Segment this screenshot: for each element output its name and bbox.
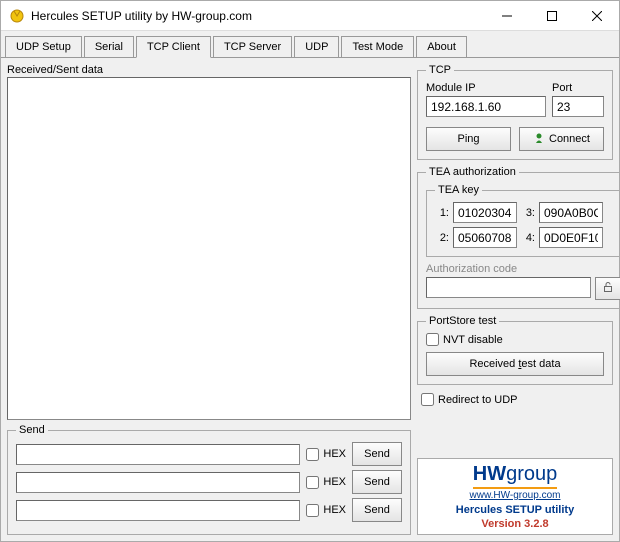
logo-bold: HW <box>473 463 506 485</box>
port-label: Port <box>552 82 604 94</box>
tcp-legend: TCP <box>426 64 454 76</box>
redirect-udp-label: Redirect to UDP <box>438 394 517 406</box>
tea-key-legend: TEA key <box>435 184 482 196</box>
send-hex-checkbox-1[interactable] <box>306 448 319 461</box>
tea-k3-label: 3: <box>521 207 535 219</box>
titlebar: Hercules SETUP utility by HW-group.com <box>1 1 619 31</box>
tea-k3-input[interactable] <box>539 202 603 223</box>
redirect-udp-checkbox[interactable] <box>421 393 434 406</box>
tab-strip: UDP SetupSerialTCP ClientTCP ServerUDPTe… <box>1 31 619 57</box>
tab-tcp-server[interactable]: TCP Server <box>213 36 292 58</box>
tab-tcp-client[interactable]: TCP Client <box>136 36 211 58</box>
connect-label: Connect <box>549 133 590 145</box>
nvt-disable-label: NVT disable <box>443 334 503 346</box>
send-row: HEX Send <box>16 470 402 494</box>
tea-k2-label: 2: <box>435 232 449 244</box>
window-title: Hercules SETUP utility by HW-group.com <box>31 9 484 23</box>
portstore-legend: PortStore test <box>426 315 499 327</box>
module-ip-input[interactable] <box>426 96 546 117</box>
logo-box: HWgroup www.HW-group.com Hercules SETUP … <box>417 458 613 535</box>
auth-lock-button[interactable] <box>595 277 620 300</box>
tea-group: TEA authorization TEA key 1: 3: 2: 4: <box>417 166 620 309</box>
hw-version: Version 3.2.8 <box>422 518 608 530</box>
send-input-2[interactable] <box>16 472 300 493</box>
logo-thin: group <box>506 463 557 485</box>
send-row: HEX Send <box>16 498 402 522</box>
ping-button[interactable]: Ping <box>426 127 511 151</box>
tea-legend: TEA authorization <box>426 166 519 178</box>
tea-k4-label: 4: <box>521 232 535 244</box>
tea-k4-input[interactable] <box>539 227 603 248</box>
tea-k1-label: 1: <box>435 207 449 219</box>
tab-content: Received/Sent data TCP Module IP Port <box>1 57 619 541</box>
hw-logo: HWgroup <box>473 463 557 489</box>
send-button-1[interactable]: Send <box>352 442 402 466</box>
tab-udp[interactable]: UDP <box>294 36 339 58</box>
auth-code-input <box>426 277 591 298</box>
nvt-disable-checkbox[interactable] <box>426 333 439 346</box>
hw-product-name: Hercules SETUP utility <box>422 504 608 516</box>
tea-k1-input[interactable] <box>453 202 517 223</box>
lock-icon <box>602 281 614 296</box>
send-hex-checkbox-2[interactable] <box>306 476 319 489</box>
hw-url-link[interactable]: www.HW-group.com <box>422 490 608 501</box>
connect-button[interactable]: Connect <box>519 127 604 151</box>
hex-label: HEX <box>323 476 346 488</box>
close-button[interactable] <box>574 1 619 30</box>
tab-test-mode[interactable]: Test Mode <box>341 36 414 58</box>
send-group: Send HEX Send HEX Send HEX Send <box>7 424 411 535</box>
received-sent-textarea[interactable] <box>7 77 411 420</box>
send-legend: Send <box>16 424 48 436</box>
hex-label: HEX <box>323 504 346 516</box>
send-row: HEX Send <box>16 442 402 466</box>
maximize-button[interactable] <box>529 1 574 30</box>
data-area-label: Received/Sent data <box>7 64 411 76</box>
tea-key-group: TEA key 1: 3: 2: 4: <box>426 184 620 257</box>
port-input[interactable] <box>552 96 604 117</box>
received-test-data-button[interactable]: Received test data <box>426 352 604 376</box>
auth-code-label: Authorization code <box>426 263 620 275</box>
module-ip-label: Module IP <box>426 82 546 94</box>
app-icon <box>9 8 25 24</box>
tab-about[interactable]: About <box>416 36 467 58</box>
tab-serial[interactable]: Serial <box>84 36 134 58</box>
minimize-button[interactable] <box>484 1 529 30</box>
hex-label: HEX <box>323 448 346 460</box>
connect-icon <box>533 132 545 147</box>
send-button-3[interactable]: Send <box>352 498 402 522</box>
send-input-3[interactable] <box>16 500 300 521</box>
app-window: Hercules SETUP utility by HW-group.com U… <box>0 0 620 542</box>
tcp-group: TCP Module IP Port Ping <box>417 64 613 160</box>
portstore-group: PortStore test NVT disable Received test… <box>417 315 613 385</box>
send-hex-checkbox-3[interactable] <box>306 504 319 517</box>
send-input-1[interactable] <box>16 444 300 465</box>
tab-udp-setup[interactable]: UDP Setup <box>5 36 82 58</box>
tea-k2-input[interactable] <box>453 227 517 248</box>
send-button-2[interactable]: Send <box>352 470 402 494</box>
